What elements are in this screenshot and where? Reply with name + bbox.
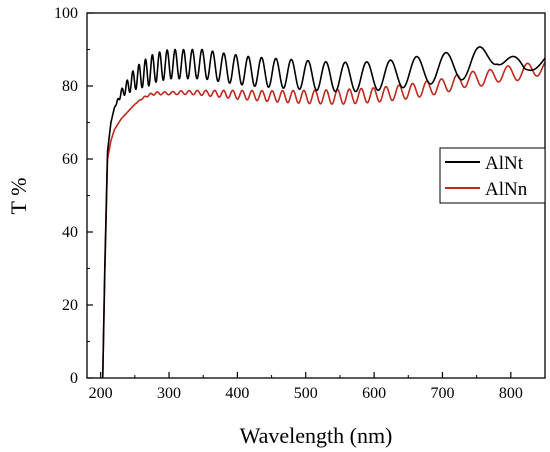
series-line-alnn xyxy=(101,61,546,379)
series-line-alnt xyxy=(101,46,546,379)
x-tick-label: 200 xyxy=(89,385,113,402)
series-layer xyxy=(101,46,546,379)
legend: AlNt AlNn xyxy=(439,147,546,204)
y-tick-label: 100 xyxy=(54,5,78,22)
y-tick-label: 0 xyxy=(70,370,78,387)
y-tick-label: 40 xyxy=(62,224,78,241)
y-tick-label: 60 xyxy=(62,151,78,168)
y-tick-label: 20 xyxy=(62,297,78,314)
x-tick-label: 300 xyxy=(157,385,181,402)
x-axis-label: Wavelength (nm) xyxy=(240,423,393,448)
x-tick-label: 400 xyxy=(225,385,249,402)
x-tick-label: 800 xyxy=(499,385,523,402)
x-tick-label: 600 xyxy=(362,385,386,402)
x-tick-label: 500 xyxy=(294,385,318,402)
y-axis-label: T % xyxy=(6,178,31,215)
legend-label-alnn: AlNn xyxy=(485,179,528,200)
y-tick-label: 80 xyxy=(62,78,78,95)
y-axis-ticks: 0 20 40 60 80 100 xyxy=(54,5,93,387)
x-axis-ticks: 200 300 400 500 600 700 800 xyxy=(89,372,523,402)
legend-label-alnt: AlNt xyxy=(485,153,524,174)
x-tick-label: 700 xyxy=(430,385,454,402)
legend-box xyxy=(439,147,546,204)
